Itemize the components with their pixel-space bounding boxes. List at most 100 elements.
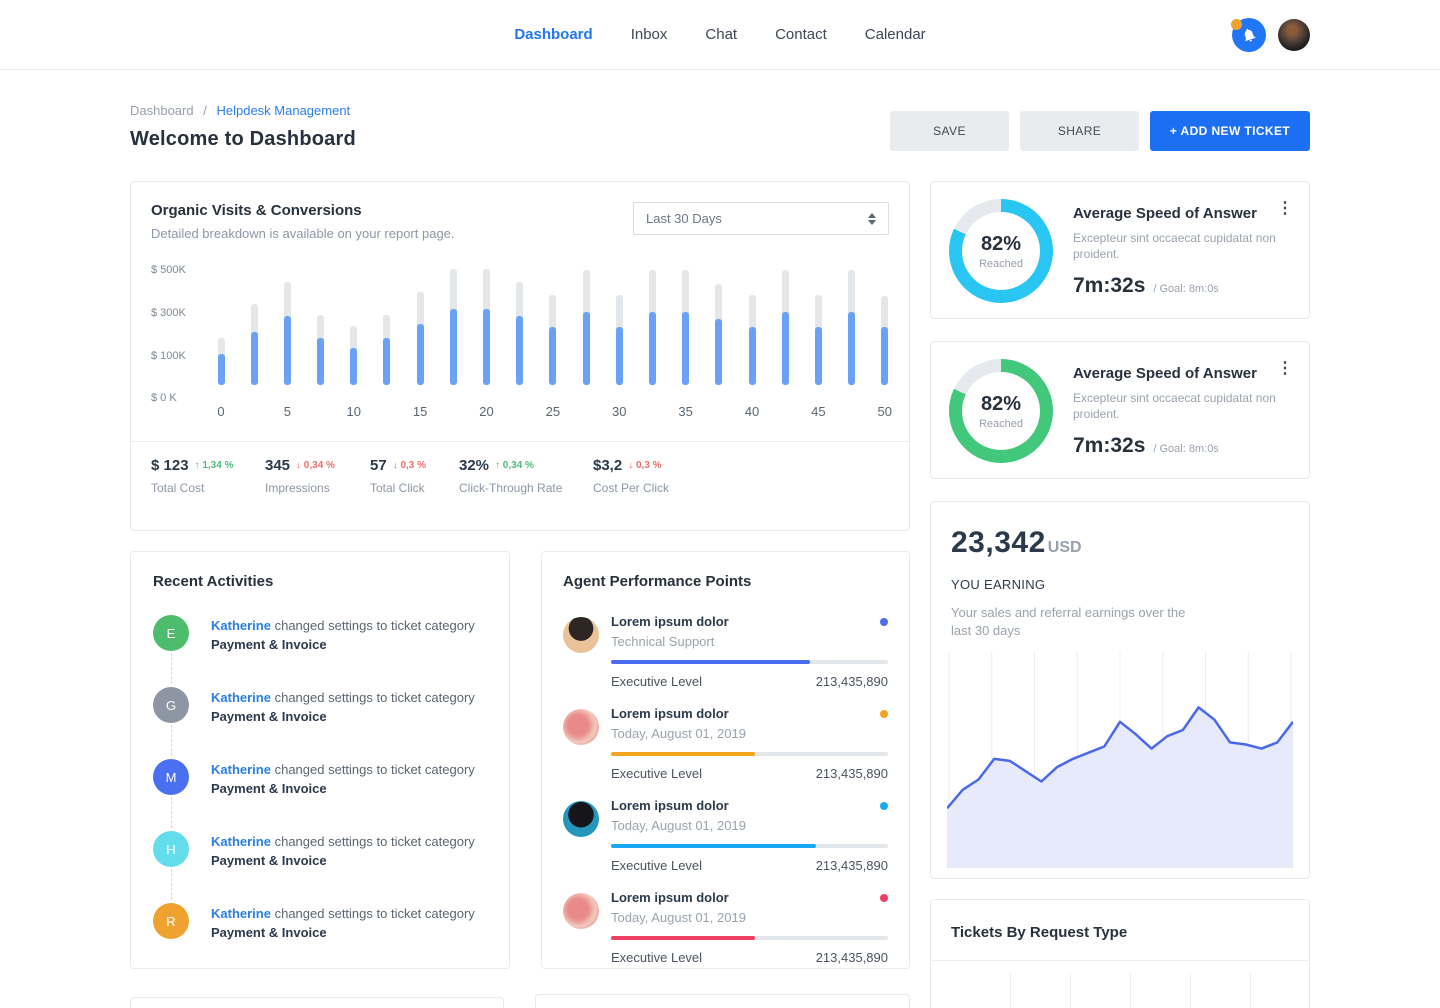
date-range-value: Last 30 Days	[646, 211, 722, 226]
activity-item[interactable]: G Katherine changed settings to ticket ca…	[153, 687, 487, 756]
notifications-button[interactable]	[1231, 17, 1266, 52]
activity-actor[interactable]: Katherine	[211, 906, 271, 921]
agent-item[interactable]: Lorem ipsum dolor Today, August 01, 2019 E…	[563, 706, 888, 781]
stat-delta: ↑ 1,34 %	[194, 460, 234, 471]
bar-total	[516, 282, 524, 385]
bar-total	[781, 270, 789, 385]
x-tick-label	[317, 385, 325, 419]
agent-points: 213,435,890	[815, 858, 888, 873]
kebab-menu-icon[interactable]: ⋮	[1277, 200, 1293, 217]
donut-chart: 82% Reached	[949, 359, 1053, 463]
top-navigation-bar: Dashboard Inbox Chat Contact Calendar	[0, 0, 1440, 70]
activity-avatar: E	[153, 615, 189, 651]
tickets-title: Tickets By Request Type	[951, 924, 1128, 941]
stat-value: $ 123	[151, 457, 189, 474]
agent-avatar	[563, 709, 599, 745]
bar-total	[483, 269, 490, 385]
nav-tab-chat[interactable]: Chat	[705, 26, 738, 43]
bar-chart-y-axis: $ 500K $ 300K $ 100K $ 0 K	[151, 264, 205, 419]
bar-total	[881, 296, 889, 385]
nav-tab-calendar[interactable]: Calendar	[864, 26, 926, 43]
organic-visits-title: Organic Visits & Conversions	[151, 202, 362, 219]
x-tick-label: 45	[811, 404, 826, 419]
x-tick-label: 10	[346, 404, 361, 419]
activity-item[interactable]: R Katherine changed settings to ticket ca…	[153, 903, 487, 942]
bar-group	[881, 267, 889, 385]
bar-group	[682, 267, 690, 385]
x-tick-label	[781, 385, 789, 419]
date-range-select[interactable]: Last 30 Days	[633, 202, 889, 235]
x-tick-label: 15	[412, 404, 428, 419]
speed-goal: / Goal: 8m:0s	[1153, 443, 1219, 455]
x-tick-label: 50	[877, 404, 892, 419]
agent-item[interactable]: Lorem ipsum dolor Today, August 01, 2019 E…	[563, 798, 888, 873]
earnings-label: YOU EARNING	[951, 577, 1046, 592]
nav-tab-contact[interactable]: Contact	[775, 26, 827, 43]
bar-group	[383, 267, 391, 385]
bar-value	[814, 327, 822, 385]
bar-value	[748, 327, 756, 385]
speed-card-title: Average Speed of Answer	[1073, 365, 1257, 382]
bar-value	[383, 338, 391, 385]
agent-item[interactable]: Lorem ipsum dolor Technical Support Execut…	[563, 614, 888, 689]
kebab-menu-icon[interactable]: ⋮	[1277, 360, 1293, 377]
agent-subtitle: Technical Support	[611, 634, 715, 649]
agent-name: Lorem ipsum dolor	[611, 798, 729, 813]
activity-item[interactable]: M Katherine changed settings to ticket ca…	[153, 759, 487, 828]
bar-group	[814, 267, 822, 385]
stat-impressions: 345 ↓ 0,34 % Impressions	[265, 457, 370, 495]
save-button[interactable]: SAVE	[890, 111, 1009, 151]
breadcrumb-dashboard[interactable]: Dashboard	[130, 103, 194, 118]
bar-group	[350, 267, 358, 385]
bar-total	[416, 292, 424, 385]
bar-chart-plot	[217, 267, 889, 385]
y-tick-label: $ 100K	[151, 350, 186, 362]
agent-name: Lorem ipsum dolor	[611, 890, 729, 905]
activity-actor[interactable]: Katherine	[211, 834, 271, 849]
x-tick-label	[582, 385, 590, 419]
activity-item[interactable]: E Katherine changed settings to ticket ca…	[153, 615, 487, 684]
x-tick-label: 0	[217, 404, 225, 419]
activity-actor[interactable]: Katherine	[211, 762, 271, 777]
bar-value	[416, 324, 424, 385]
bar-total	[283, 282, 291, 385]
bar-group	[483, 267, 491, 385]
activity-actor[interactable]: Katherine	[211, 618, 271, 633]
add-new-ticket-button[interactable]: + ADD NEW TICKET	[1150, 111, 1310, 151]
bar-total	[715, 284, 723, 385]
activity-actor[interactable]: Katherine	[211, 690, 271, 705]
bar-group	[748, 267, 756, 385]
stats-row: $ 123 ↑ 1,34 % Total Cost 345 ↓ 0,34 % Impres…	[131, 441, 909, 495]
bar-total	[350, 326, 358, 385]
bar-group	[549, 267, 557, 385]
speed-time: 7m:32s	[1073, 274, 1146, 297]
activity-description: changed settings to ticket category	[274, 690, 475, 705]
stat-total-cost: $ 123 ↑ 1,34 % Total Cost	[151, 457, 265, 495]
bar-value	[715, 319, 723, 385]
activity-avatar: R	[153, 903, 189, 939]
user-avatar[interactable]	[1278, 18, 1310, 51]
agent-performance-title: Agent Performance Points	[563, 573, 752, 590]
bar-group	[615, 267, 623, 385]
bar-group	[781, 267, 789, 385]
bar-total	[317, 315, 325, 385]
activity-item[interactable]: H Katherine changed settings to ticket ca…	[153, 831, 487, 900]
page-title: Welcome to Dashboard	[130, 128, 356, 150]
nav-tab-inbox[interactable]: Inbox	[630, 26, 668, 43]
bar-group	[416, 267, 424, 385]
breadcrumb-helpdesk-management[interactable]: Helpdesk Management	[216, 103, 351, 118]
bar-total	[250, 304, 258, 385]
agent-level: Executive Level	[611, 674, 703, 689]
agent-item[interactable]: Lorem ipsum dolor Today, August 01, 2019 E…	[563, 890, 888, 965]
activity-target: Payment & Invoice	[211, 709, 327, 724]
donut-percent: 82%	[980, 232, 1022, 255]
bar-value	[250, 332, 258, 385]
stat-cost-per-click: $3,2 ↓ 0,3 % Cost Per Click	[593, 457, 713, 495]
x-tick-label	[848, 385, 856, 419]
share-button[interactable]: SHARE	[1020, 111, 1139, 151]
agent-status-dot	[880, 617, 888, 626]
activity-text: Katherine changed settings to ticket cat…	[211, 759, 475, 798]
agent-status-dot	[880, 801, 888, 810]
speed-time: 7m:32s	[1073, 434, 1146, 457]
nav-tab-dashboard[interactable]: Dashboard	[514, 26, 593, 43]
